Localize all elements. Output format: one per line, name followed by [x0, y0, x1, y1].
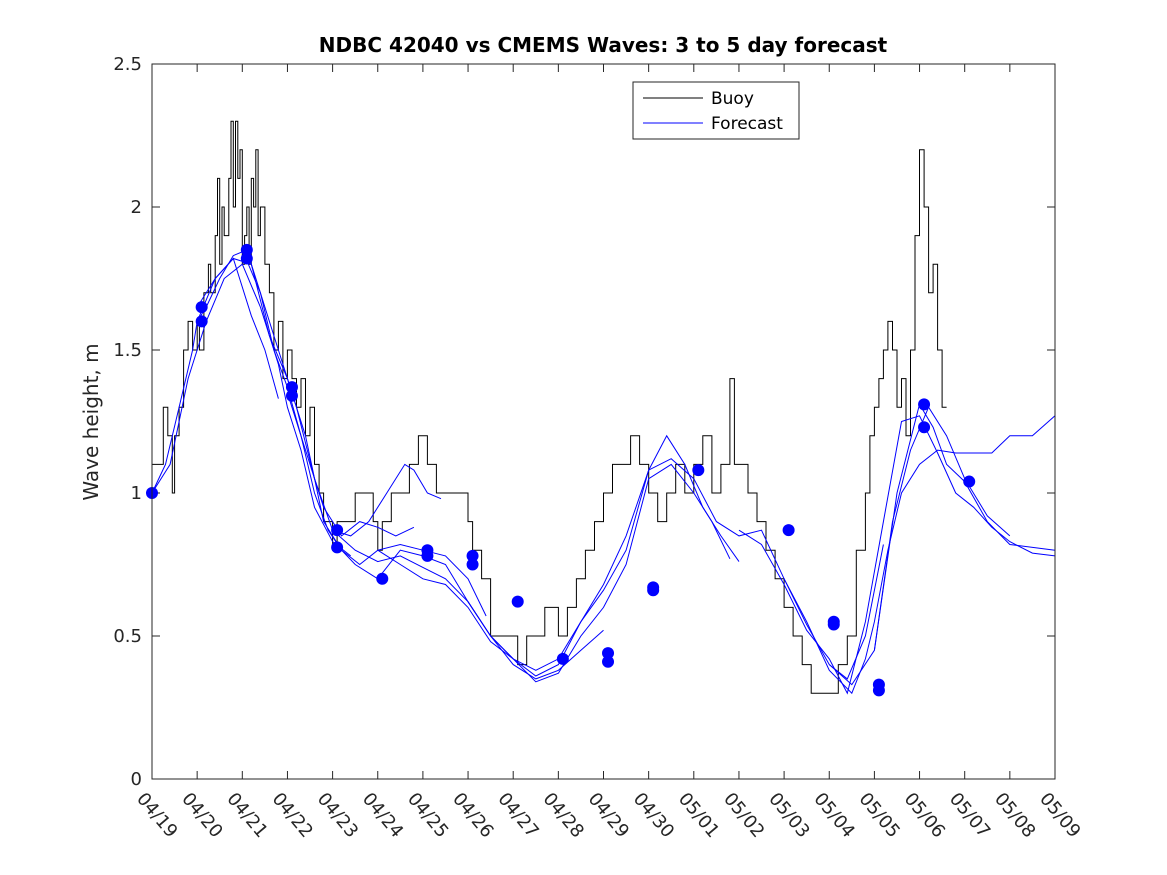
forecast-series-line	[151, 249, 1056, 686]
x-tick-label: 05/04	[809, 789, 858, 842]
forecast-point-marker	[602, 647, 615, 660]
forecast-point-marker	[692, 464, 705, 477]
x-tick-label: 05/09	[1035, 789, 1084, 842]
x-tick-label: 04/28	[539, 789, 588, 842]
forecast-point-marker	[918, 398, 931, 411]
legend-forecast-label: Forecast	[711, 114, 783, 134]
forecast-point-marker	[240, 243, 253, 256]
forecast-point-marker	[466, 558, 479, 571]
y-tick-label: 2.5	[113, 54, 142, 75]
x-tick-label: 05/03	[764, 789, 813, 842]
x-tick-label: 04/25	[403, 789, 452, 842]
forecast-point-marker	[827, 618, 840, 631]
x-tick-label: 04/22	[268, 789, 317, 842]
buoy-series-line	[152, 120, 947, 694]
forecast-point-marker	[556, 652, 569, 665]
x-tick-label: 05/07	[945, 789, 994, 842]
legend-buoy-label: Buoy	[711, 89, 754, 109]
forecast-point-marker	[782, 524, 795, 537]
y-tick-label: 0.5	[113, 626, 142, 647]
axes-box	[151, 63, 1056, 780]
forecast-trace-line	[467, 434, 740, 677]
forecast-trace-line	[873, 406, 1011, 651]
legend-box	[632, 81, 800, 140]
forecast-trace-line	[828, 544, 884, 680]
forecast-point-marker	[376, 572, 389, 585]
x-tick-label: 04/20	[177, 789, 226, 842]
forecast-point-marker	[918, 421, 931, 434]
y-tick-label: 0	[131, 769, 142, 790]
forecast-trace-line	[377, 463, 731, 683]
x-tick-label: 05/06	[900, 789, 949, 842]
x-tick-label: 04/23	[313, 789, 362, 842]
forecast-point-marker	[511, 595, 524, 608]
forecast-point-marker	[331, 541, 344, 554]
forecast-trace-line	[196, 257, 487, 617]
forecast-trace-line	[738, 415, 1056, 695]
x-tick-label: 04/21	[222, 789, 271, 842]
forecast-trace-line	[783, 415, 1056, 695]
y-axis-label: Wave height, m	[79, 343, 103, 500]
x-tick-label: 04/29	[584, 789, 633, 842]
x-tick-label: 05/05	[855, 789, 904, 842]
y-tick-label: 1.5	[113, 340, 142, 361]
forecast-point-marker	[195, 315, 208, 328]
plot-area	[146, 120, 1056, 697]
legend: Buoy Forecast	[632, 81, 800, 140]
forecast-point-marker	[285, 381, 298, 394]
forecast-point-marker	[195, 301, 208, 314]
x-tick-label: 04/27	[493, 789, 542, 842]
forecast-point-marker	[647, 584, 660, 597]
x-tick-label: 05/08	[990, 789, 1039, 842]
forecast-trace-line	[151, 263, 352, 557]
forecast-point-marker	[466, 549, 479, 562]
axis-ticks: 00.511.522.504/1904/2004/2104/2204/2304/…	[113, 54, 1084, 842]
x-tick-label: 05/01	[674, 789, 723, 842]
forecast-point-marker	[421, 549, 434, 562]
forecast-point-marker	[240, 252, 253, 265]
forecast-point-marker	[285, 389, 298, 402]
forecast-trace-line	[196, 257, 279, 399]
forecast-point-marker	[602, 655, 615, 668]
x-tick-label: 04/19	[132, 789, 181, 842]
chart-title: NDBC 42040 vs CMEMS Waves: 3 to 5 day fo…	[319, 33, 888, 57]
forecast-point-marker	[963, 475, 976, 488]
x-tick-label: 05/02	[719, 789, 768, 842]
forecast-point-marker	[331, 524, 344, 537]
forecast-trace-line	[286, 392, 415, 537]
forecast-point-marker	[872, 684, 885, 697]
y-tick-label: 1	[131, 483, 142, 504]
x-tick-label: 04/24	[358, 789, 407, 842]
x-tick-label: 04/26	[448, 789, 497, 842]
x-tick-label: 04/30	[629, 789, 678, 842]
y-tick-label: 2	[131, 197, 142, 218]
forecast-trace-line	[241, 249, 442, 537]
